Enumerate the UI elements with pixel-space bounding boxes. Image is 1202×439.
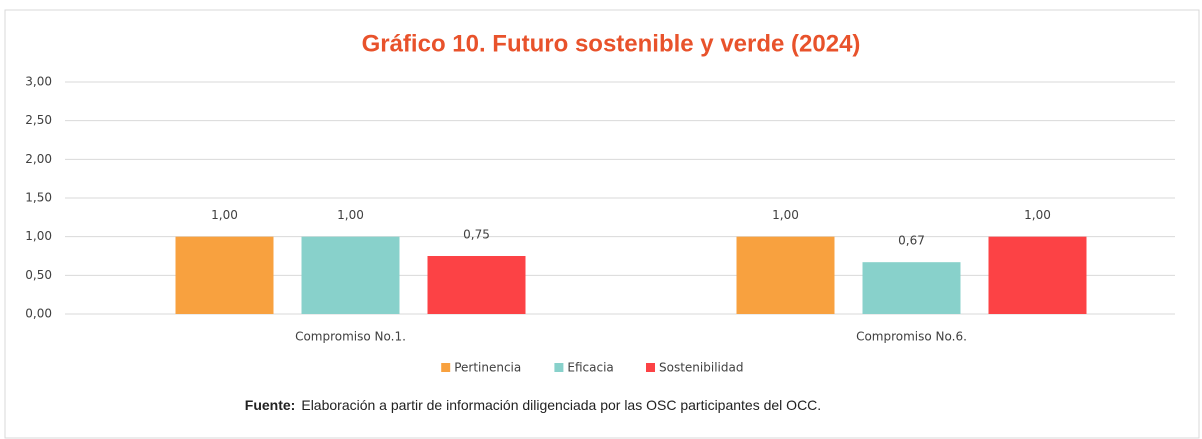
chart-title: Gráfico 10. Futuro sostenible y verde (2…: [362, 30, 861, 57]
bar: [301, 236, 400, 314]
legend-swatch: [441, 363, 451, 372]
value-label: 1,00: [772, 208, 799, 222]
legend-label: Pertinencia: [454, 361, 521, 375]
value-label: 0,75: [463, 228, 490, 242]
x-tick-label: Compromiso No.6.: [856, 330, 967, 344]
legend-swatch: [646, 363, 655, 372]
bar: [736, 236, 835, 314]
value-label: 0,67: [898, 234, 925, 248]
bar: [175, 236, 274, 314]
y-tick-label: 3,00: [25, 75, 52, 89]
bar: [427, 256, 526, 314]
y-tick-label: 2,00: [25, 152, 52, 166]
y-tick-label: 1,00: [25, 229, 52, 243]
value-label: 1,00: [211, 208, 238, 222]
bar: [862, 262, 961, 314]
legend-label: Sostenibilidad: [659, 361, 743, 375]
source-text: Elaboración a partir de información dili…: [301, 397, 821, 413]
value-label: 1,00: [1024, 208, 1051, 222]
y-tick-label: 1,50: [25, 191, 52, 205]
x-tick-label: Compromiso No.1.: [295, 330, 406, 344]
source: Fuente: Elaboración a partir de informaci…: [245, 397, 821, 413]
legend-label: Eficacia: [567, 361, 613, 375]
chart-frame: [4, 9, 1200, 439]
y-tick-label: 2,50: [25, 113, 52, 127]
bar: [988, 236, 1087, 314]
source-label: Fuente:: [245, 397, 296, 413]
y-tick-label: 0,00: [25, 307, 52, 321]
value-label: 1,00: [337, 208, 364, 222]
legend-swatch: [554, 363, 564, 372]
y-tick-label: 0,50: [25, 268, 52, 282]
